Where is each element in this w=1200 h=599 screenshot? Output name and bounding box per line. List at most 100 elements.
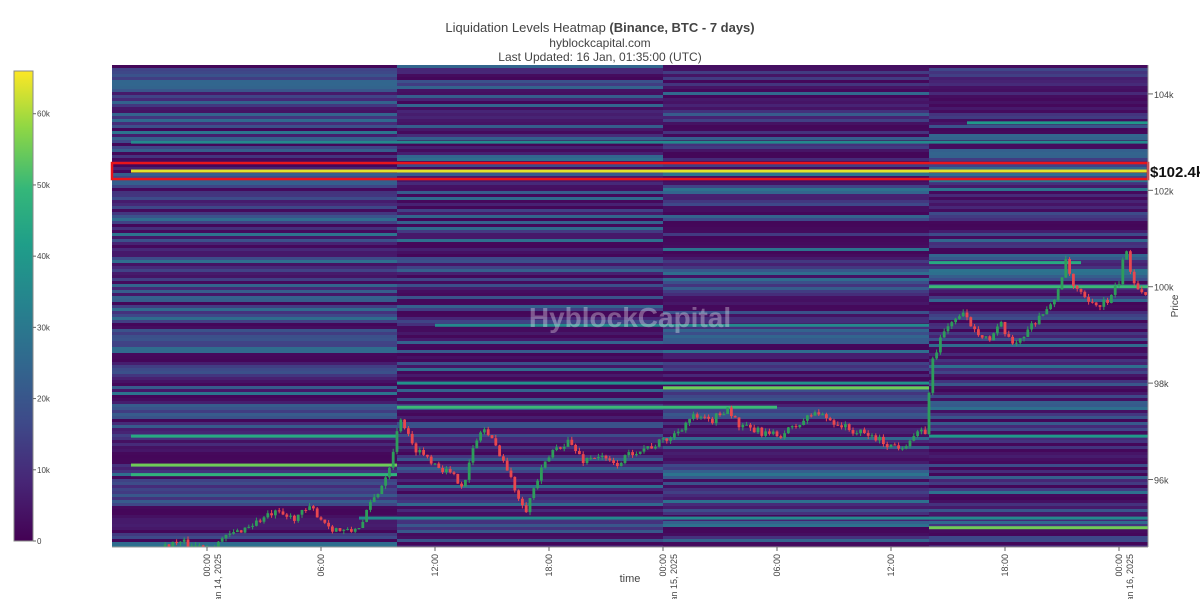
heatmap-cell: [929, 164, 1148, 167]
heatmap-cell: [112, 77, 398, 80]
candle-body: [224, 534, 228, 539]
heatmap-cell: [663, 440, 930, 443]
candle-body: [870, 435, 874, 437]
heatmap-cell: [397, 101, 664, 104]
heatmap-cell: [112, 500, 398, 503]
candle-body: [631, 452, 634, 456]
heatmap-cell: [112, 455, 398, 458]
heatmap-cell: [112, 476, 398, 479]
heatmap-cell: [112, 374, 398, 377]
heatmap-cell: [397, 284, 664, 287]
heatmap-cell: [397, 338, 664, 341]
heatmap-cell: [663, 98, 930, 101]
heatmap-cell: [663, 125, 930, 128]
candle-body: [703, 416, 707, 418]
heatmap-cell: [663, 107, 930, 110]
heatmap-cell: [663, 329, 930, 332]
candle-body: [908, 440, 912, 447]
candle-body: [1034, 323, 1037, 325]
heatmap-cell: [663, 374, 930, 377]
x-tick-label: 12:00: [430, 554, 440, 577]
candle-body: [300, 509, 304, 515]
heatmap-cell: [663, 344, 930, 347]
heatmap-cell: [397, 176, 664, 179]
candle-body: [673, 433, 676, 438]
heatmap-cell: [112, 137, 398, 140]
candle-body: [1098, 305, 1102, 307]
candle-body: [524, 505, 528, 513]
heatmap-cell: [663, 233, 930, 236]
heatmap-cell: [663, 530, 930, 533]
heatmap-cell: [929, 281, 1148, 284]
heatmap-cell: [929, 344, 1148, 347]
heatmap-cell: [112, 302, 398, 305]
heatmap-cell: [663, 443, 930, 446]
heatmap-cell: [929, 95, 1148, 98]
heatmap-cell: [929, 218, 1148, 221]
heatmap-cell: [929, 464, 1148, 467]
candle-body: [456, 473, 460, 484]
candle-body: [448, 468, 452, 473]
heatmap-cell: [663, 263, 930, 266]
candle-body: [680, 430, 684, 432]
heatmap-cell: [663, 413, 930, 416]
heatmap-cell: [929, 299, 1148, 302]
heatmap-cell: [663, 476, 930, 479]
candle-body: [863, 429, 866, 433]
heatmap-cell: [929, 107, 1148, 110]
heatmap-cell: [929, 158, 1148, 161]
candle-body: [1121, 259, 1125, 285]
heatmap-cell: [112, 254, 398, 257]
candle-body: [1125, 251, 1128, 260]
heatmap-cell: [929, 167, 1148, 170]
candle-body: [1110, 294, 1113, 303]
heatmap-cell: [663, 401, 930, 404]
liquidation-band: [435, 323, 929, 327]
heatmap-cell: [112, 92, 398, 95]
heatmap-cell: [112, 74, 398, 77]
heatmap-cell: [112, 449, 398, 452]
candle-body: [559, 447, 562, 449]
candle-body: [836, 424, 840, 426]
heatmap-cell: [397, 296, 664, 299]
candle-body: [490, 435, 494, 439]
heatmap-cell: [112, 398, 398, 401]
heatmap-cell: [397, 221, 664, 224]
heatmap-cell: [397, 452, 664, 455]
heatmap-cell: [663, 389, 930, 392]
colorbar-tick-label: 20k: [37, 395, 51, 404]
heatmap-cell: [397, 80, 664, 83]
heatmap-cell: [112, 176, 398, 179]
candle-body: [996, 326, 999, 334]
heatmap-cell: [112, 200, 398, 203]
heatmap-cell: [112, 281, 398, 284]
candle-body: [920, 429, 923, 432]
liquidation-band: [929, 285, 1148, 289]
candle-body: [600, 455, 604, 457]
heatmap-cell: [112, 257, 398, 260]
candle-body: [988, 336, 992, 341]
candle-body: [308, 506, 311, 511]
candle-body: [771, 431, 775, 434]
heatmap-cell: [929, 353, 1148, 356]
heatmap-cell: [397, 410, 664, 413]
heatmap-cell: [112, 395, 398, 398]
candle-body: [745, 424, 748, 426]
candle-body: [821, 414, 824, 416]
heatmap-cell: [663, 335, 930, 338]
heatmap-cell: [397, 398, 664, 401]
heatmap-cell: [397, 488, 664, 491]
candle-body: [220, 538, 224, 542]
heatmap-cell: [397, 179, 664, 182]
heatmap-cell: [663, 446, 930, 449]
candle-body: [304, 509, 308, 511]
heatmap-cell: [929, 482, 1148, 485]
candle-body: [779, 436, 783, 438]
heatmap-cell: [663, 116, 930, 119]
heatmap-cell: [929, 89, 1148, 92]
heatmap-cell: [397, 380, 664, 383]
heatmap-cell: [663, 224, 930, 227]
candle-body: [817, 412, 821, 415]
heatmap-cell: [112, 122, 398, 125]
heatmap-cell: [112, 299, 398, 302]
